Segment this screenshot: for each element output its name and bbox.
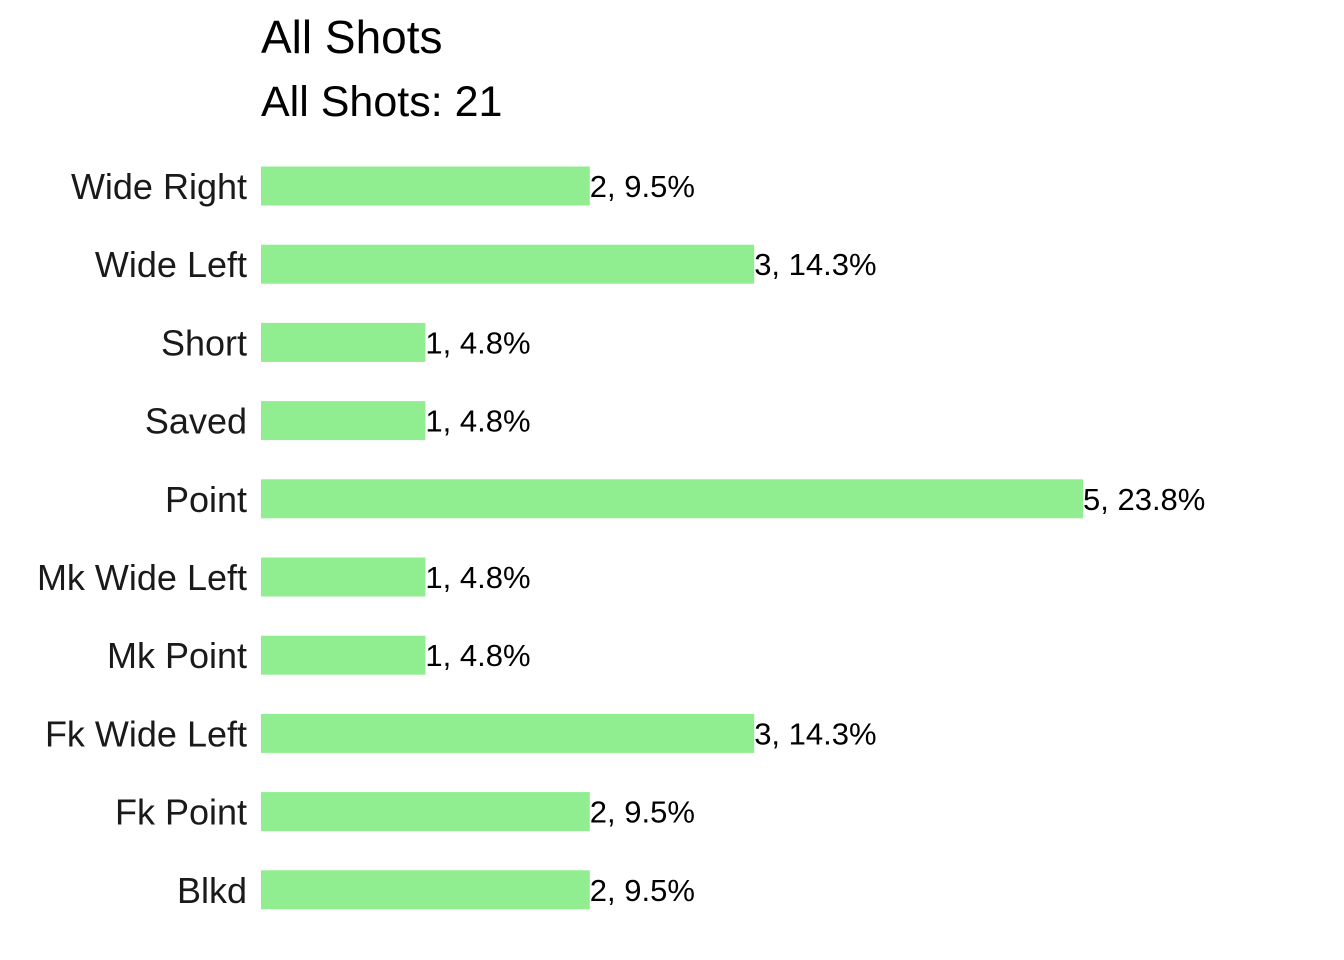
- bars-group: Wide Right 2, 9.5% Wide Left 3, 14.3% Short 1…: [37, 166, 1205, 911]
- bar-wide-right: [261, 166, 590, 206]
- data-label: 2, 9.5%: [590, 873, 695, 908]
- category-label: Blkd: [177, 870, 247, 911]
- bar-short: [261, 322, 426, 362]
- category-label: Saved: [145, 401, 247, 442]
- chart-title: All Shots: [261, 11, 443, 63]
- data-label: 3, 14.3%: [754, 716, 876, 751]
- bar-fk-point: [261, 792, 590, 832]
- data-label: 3, 14.3%: [754, 247, 876, 282]
- data-label: 1, 4.8%: [425, 404, 530, 439]
- category-label: Point: [165, 479, 247, 520]
- data-label: 2, 9.5%: [590, 169, 695, 204]
- data-label: 5, 23.8%: [1083, 482, 1205, 517]
- bar-fk-wide-left: [261, 713, 755, 753]
- category-label: Wide Right: [71, 166, 247, 207]
- bar-mk-point: [261, 635, 426, 675]
- bar-saved: [261, 401, 426, 441]
- bar-point: [261, 479, 1083, 519]
- data-label: 2, 9.5%: [590, 795, 695, 830]
- bar-blkd: [261, 870, 590, 910]
- category-label: Wide Left: [95, 244, 247, 285]
- bar-wide-left: [261, 244, 755, 284]
- bar-mk-wide-left: [261, 557, 426, 597]
- category-label: Mk Point: [107, 635, 247, 676]
- category-label: Mk Wide Left: [37, 557, 247, 598]
- category-label: Fk Wide Left: [45, 713, 247, 754]
- data-label: 1, 4.8%: [425, 560, 530, 595]
- category-label: Fk Point: [115, 792, 247, 833]
- data-label: 1, 4.8%: [425, 325, 530, 360]
- chart-subtitle: All Shots: 21: [261, 78, 502, 126]
- category-label: Short: [161, 322, 247, 363]
- data-label: 1, 4.8%: [425, 638, 530, 673]
